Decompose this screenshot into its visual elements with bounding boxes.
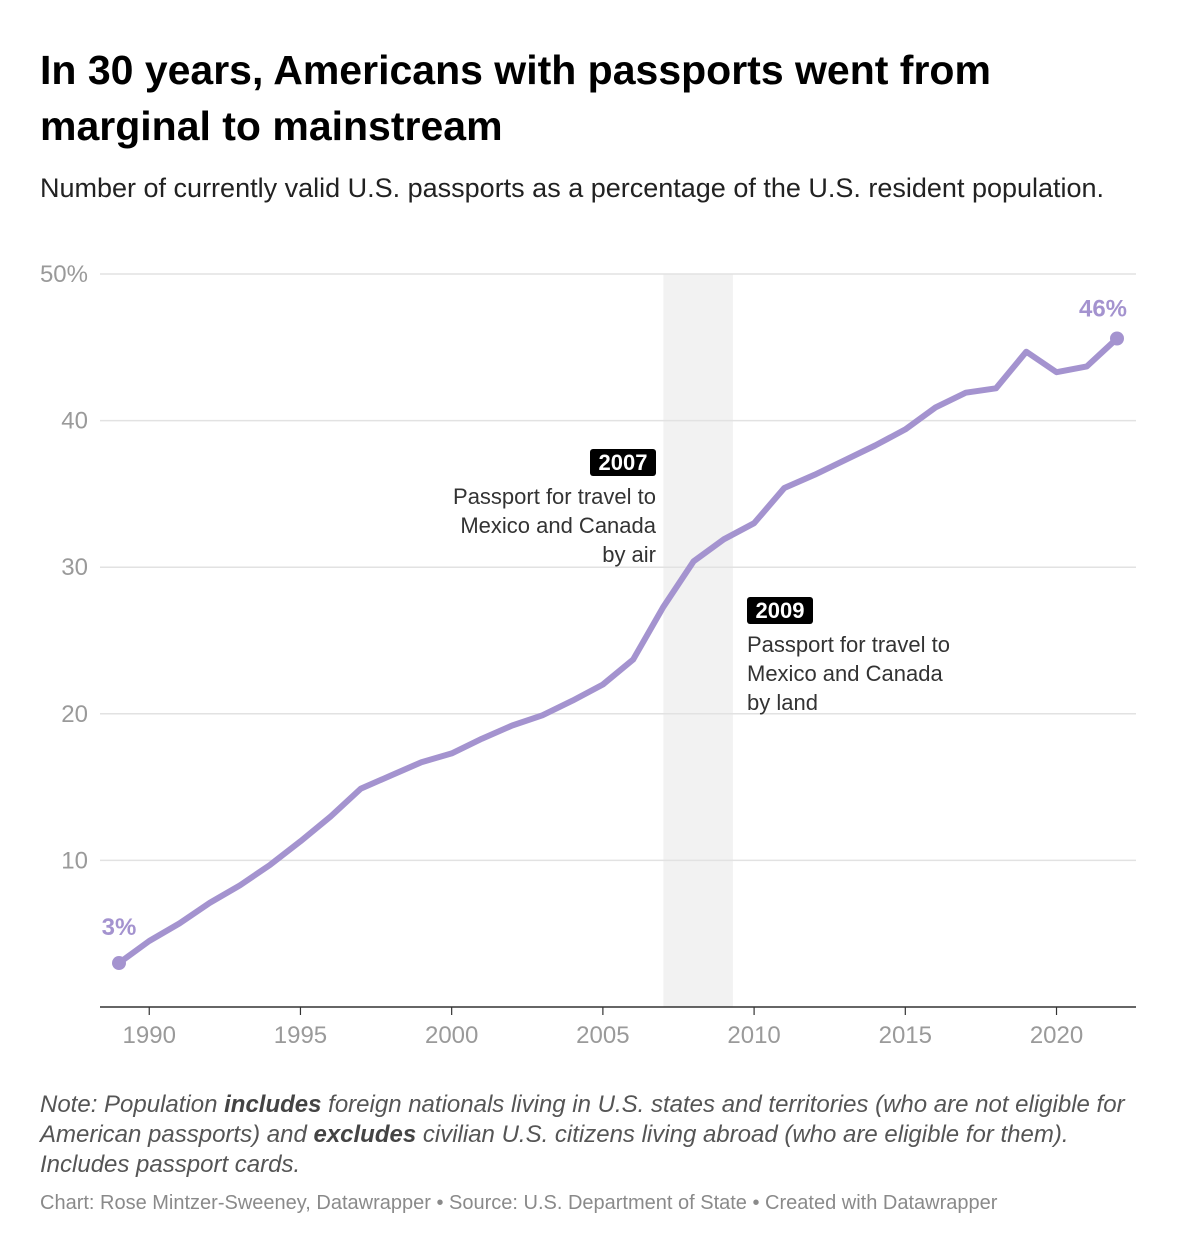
note-emphasis-excludes: excludes bbox=[313, 1121, 417, 1148]
chart-credit: Chart: Rose Mintzer-Sweeney, Datawrapper… bbox=[40, 1192, 998, 1214]
chart-title: In 30 years, Americans with passports we… bbox=[40, 47, 991, 149]
annotation-year: 2009 bbox=[756, 598, 805, 623]
annotation-text-line: by air bbox=[602, 542, 656, 567]
y-tick-label: 10 bbox=[61, 847, 88, 874]
annotation-text-line: Passport for travel to bbox=[453, 484, 656, 509]
note-part: foreign nationals living in U.S. states … bbox=[40, 1091, 1125, 1148]
end-point bbox=[1110, 331, 1124, 346]
start-point bbox=[112, 956, 126, 971]
annotation-2009: 2009 Passport for travel to Mexico and Can… bbox=[747, 597, 950, 715]
annotation-year-box bbox=[590, 449, 656, 476]
x-axis-ticks: 1990 1995 2000 2005 2010 2015 2020 bbox=[123, 1007, 1083, 1049]
annotation-text-line: Mexico and Canada bbox=[747, 661, 943, 686]
annotation-year-box bbox=[747, 597, 813, 624]
x-tick-label: 2000 bbox=[425, 1022, 478, 1049]
annotation-2007: 2007 Passport for travel to Mexico and Can… bbox=[453, 449, 657, 567]
chart-note: Note: Population includes foreign nation… bbox=[40, 1090, 1150, 1180]
y-tick-label: 20 bbox=[61, 701, 88, 728]
y-tick-label: 40 bbox=[61, 408, 88, 435]
annotation-text-line: Passport for travel to bbox=[747, 632, 950, 657]
annotation-text-line: by land bbox=[747, 690, 818, 715]
gridlines bbox=[100, 273, 1136, 862]
note-part: Note: Population bbox=[40, 1091, 225, 1118]
annotations: 2007 Passport for travel to Mexico and Can… bbox=[453, 449, 950, 715]
x-tick-label: 1995 bbox=[274, 1022, 327, 1049]
highlight-band bbox=[663, 274, 733, 1007]
note-part: civilian U.S. citizens living abroad (wh… bbox=[40, 1121, 1069, 1178]
y-axis-ticks: 10 20 30 40 50% bbox=[40, 261, 88, 874]
y-tick-label: 30 bbox=[61, 554, 88, 581]
end-value-label: 46% bbox=[1079, 296, 1127, 323]
series-line bbox=[116, 335, 1120, 966]
x-tick-label: 2010 bbox=[727, 1022, 780, 1049]
line-chart: 10 20 30 40 50% 1990 1995 2000 2005 2010 2015 2020… bbox=[40, 261, 1136, 1049]
chart-subtitle: Number of currently valid U.S. passports… bbox=[40, 173, 1105, 203]
x-tick-label: 1990 bbox=[123, 1022, 176, 1049]
x-tick-label: 2015 bbox=[879, 1022, 932, 1049]
annotation-text-line: Mexico and Canada bbox=[460, 513, 656, 538]
start-value-label: 3% bbox=[102, 914, 137, 941]
note-emphasis-includes: includes bbox=[224, 1091, 322, 1118]
y-tick-label: 50% bbox=[40, 261, 88, 288]
x-tick-label: 2005 bbox=[576, 1022, 629, 1049]
x-tick-label: 2020 bbox=[1030, 1022, 1083, 1049]
annotation-year: 2007 bbox=[599, 450, 648, 475]
